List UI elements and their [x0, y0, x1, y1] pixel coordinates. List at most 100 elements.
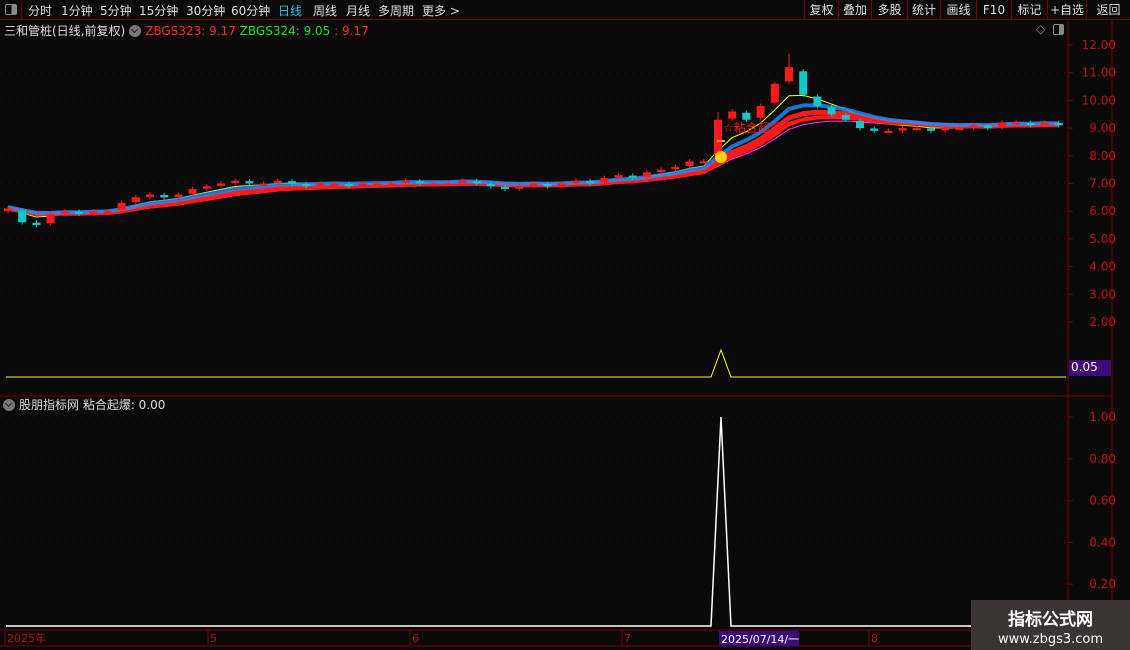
candle-body — [827, 107, 836, 115]
candle — [856, 118, 864, 131]
tab-period-8[interactable]: 月线 — [346, 4, 371, 18]
tab-period-2[interactable]: 5分钟 — [100, 4, 132, 18]
candle-body — [373, 183, 382, 186]
candle — [927, 126, 935, 134]
candle — [557, 181, 566, 189]
tab-period-4[interactable]: 30分钟 — [186, 4, 226, 18]
toolbar-button-6[interactable]: 标记 — [1011, 0, 1047, 20]
candle — [1012, 120, 1021, 125]
sub-indicator-label: 股朋指标网 粘合起爆: 0.00 — [19, 398, 166, 412]
candle — [841, 112, 850, 123]
candle-body — [1040, 122, 1049, 125]
sub-y-tick-label: 0.60 — [1089, 494, 1116, 508]
candle-body — [557, 183, 566, 186]
candle — [316, 181, 325, 189]
y-tick-label: 6.00 — [1089, 204, 1116, 218]
panel-toggle-icon[interactable] — [1053, 24, 1064, 35]
candle-body — [501, 186, 509, 190]
toolbar — [0, 0, 1130, 20]
candle-body — [131, 197, 140, 203]
candle-body — [146, 194, 154, 197]
candle-body — [46, 213, 55, 224]
candle-body — [1012, 122, 1021, 125]
toolbar-button-5[interactable]: F10 — [976, 0, 1011, 20]
candle-body — [927, 128, 935, 131]
candle-body — [586, 181, 595, 184]
candle — [131, 195, 140, 205]
candle — [231, 178, 240, 186]
tab-period-0[interactable]: 分时 — [28, 4, 53, 18]
candle-body — [813, 96, 822, 106]
candle — [160, 192, 169, 200]
toolbar-button-1[interactable]: 叠加 — [838, 0, 871, 20]
toolbar-button-4[interactable]: 画线 — [940, 0, 976, 20]
panel-icon — [5, 4, 17, 15]
candle — [302, 181, 311, 189]
toolbar-button-2[interactable]: 多股 — [871, 0, 907, 20]
candle-body — [217, 183, 225, 186]
y-tick-label: 12.00 — [1082, 38, 1116, 52]
candle-body — [231, 180, 240, 184]
candle — [799, 69, 808, 98]
candle — [983, 123, 992, 131]
toolbar-button-0[interactable]: 复权 — [804, 0, 838, 20]
candle-body — [316, 183, 325, 186]
tab-period-3[interactable]: 15分钟 — [139, 4, 179, 18]
sidebar-toggle-button[interactable] — [0, 0, 22, 20]
candle-body — [103, 211, 112, 214]
tab-period-6[interactable]: 日线 — [278, 4, 303, 18]
candle — [387, 181, 396, 186]
candle-body — [344, 183, 353, 187]
toolbar-button-3[interactable]: 统计 — [907, 0, 940, 20]
chevron-down-icon[interactable] — [129, 25, 142, 37]
candle-body — [884, 130, 893, 133]
indicator-zbgs324: ZBGS324: 9.05 — [239, 24, 331, 38]
toolbar-button-7[interactable]: +自选 — [1047, 0, 1086, 20]
candle-body — [458, 180, 467, 184]
diamond-icon[interactable]: ◇ — [1036, 22, 1046, 36]
tab-period-5[interactable]: 60分钟 — [231, 4, 271, 18]
candle-body — [486, 183, 495, 187]
tab-period-9[interactable]: 多周期 — [378, 4, 415, 18]
watermark-logo: 指标公式网 www.zbgs3.com — [971, 600, 1130, 650]
candle — [941, 125, 950, 133]
candle-body — [756, 105, 765, 118]
candle-body — [529, 183, 538, 186]
candle-body — [870, 128, 879, 131]
y-tick-label: 8.00 — [1089, 149, 1116, 163]
candle-body — [969, 125, 978, 128]
candle — [245, 178, 254, 186]
toolbar-button-8[interactable]: 返回 — [1086, 0, 1130, 20]
candle-body — [444, 183, 453, 186]
candle-body — [18, 210, 27, 223]
candle — [472, 178, 481, 186]
tab-period-7[interactable]: 周线 — [313, 4, 338, 18]
candle — [117, 200, 126, 213]
candle — [827, 104, 836, 117]
candle-body — [1054, 122, 1063, 126]
y-tick-label: 10.00 — [1082, 93, 1116, 107]
candle-body — [543, 183, 552, 187]
candle-body — [259, 183, 268, 186]
candle-body — [387, 183, 396, 186]
indicator-zbgs323: ZBGS323: 9.17 — [145, 24, 236, 38]
smiley-icon — [715, 151, 727, 163]
candle — [614, 172, 623, 180]
time-label: 5 — [210, 632, 217, 645]
signal-text: ☆粘合起爆 — [723, 120, 782, 135]
candle-body — [657, 169, 666, 173]
tab-period-1[interactable]: 1分钟 — [61, 4, 93, 18]
candle-body — [728, 111, 737, 119]
y-tick-label: 5.00 — [1089, 232, 1116, 246]
candle-body — [742, 112, 751, 120]
candle — [273, 178, 282, 186]
candle-body — [288, 181, 296, 184]
candle — [146, 192, 154, 200]
candle — [870, 126, 879, 134]
tab-period-10[interactable]: 更多 > — [422, 4, 460, 18]
signal-value-badge: 0.05 — [1069, 360, 1111, 376]
chevron-down-icon[interactable] — [3, 399, 15, 411]
candle — [529, 181, 538, 189]
candle — [685, 159, 694, 169]
